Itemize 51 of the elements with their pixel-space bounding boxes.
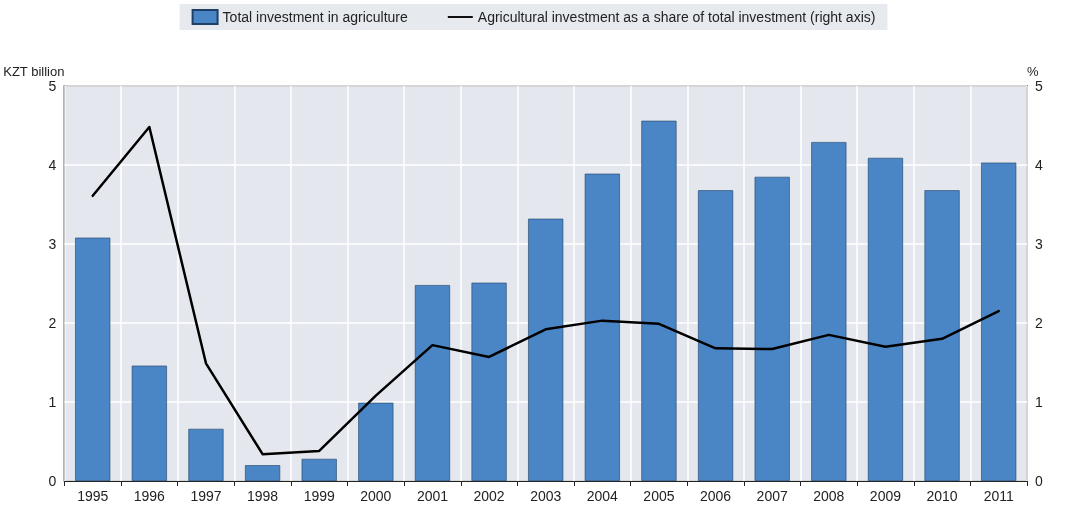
bar [867,157,903,481]
bar [811,142,847,481]
legend-label: Total investment in agriculture [222,9,409,25]
bar [641,120,677,481]
bar [754,176,790,481]
x-tick-label: 1997 [190,488,222,504]
y-tick-label: 5 [48,78,57,94]
bar [981,162,1017,481]
x-tick-label: 2010 [926,488,958,504]
bar [584,173,620,481]
y-tick-label: 4 [48,157,57,173]
bar [75,237,111,481]
bar [414,285,451,481]
bar [698,190,734,481]
x-tick-label: 1996 [133,488,166,504]
y-tick-label: 2 [48,315,57,331]
x-tick-label: 2000 [360,488,392,504]
y2-tick-label: 1 [1035,394,1043,410]
bar [471,282,507,481]
x-tick-label: 1999 [303,488,335,504]
y2-tick-label: 3 [1035,236,1043,252]
y-tick-label: 1 [48,394,57,410]
x-tick-label: 2008 [813,488,845,504]
legend-label: Agricultural investment as a share of total investment (right axis) [477,9,876,25]
y2-axis-title: % [1027,64,1039,79]
y-axis-title: KZT billion [3,64,65,79]
bar [528,218,564,481]
bar [924,190,960,481]
x-tick-label: 2006 [699,488,732,504]
line-series [91,125,1000,456]
x-tick-label: 1998 [247,488,279,504]
x-tick-label: 2005 [643,488,675,504]
x-tick-label: 2007 [756,488,788,504]
y-tick-label: 3 [48,236,57,252]
bar [131,365,167,481]
x-tick-label: 1995 [77,488,109,504]
y-tick-label: 0 [48,473,57,489]
x-tick-label: 2011 [983,488,1014,504]
bar [188,428,224,481]
y2-tick-label: 0 [1035,473,1043,489]
x-tick-label: 2009 [869,488,902,504]
y2-tick-label: 4 [1035,157,1043,173]
x-tick-label: 2003 [530,488,562,504]
bar [358,402,394,481]
y2-tick-label: 5 [1035,78,1043,94]
bar [245,465,281,481]
x-tick-label: 2001 [416,488,449,504]
y2-tick-label: 2 [1035,315,1043,331]
bar [301,458,337,481]
x-tick-label: 2004 [586,488,619,504]
x-tick-label: 2002 [473,488,505,504]
